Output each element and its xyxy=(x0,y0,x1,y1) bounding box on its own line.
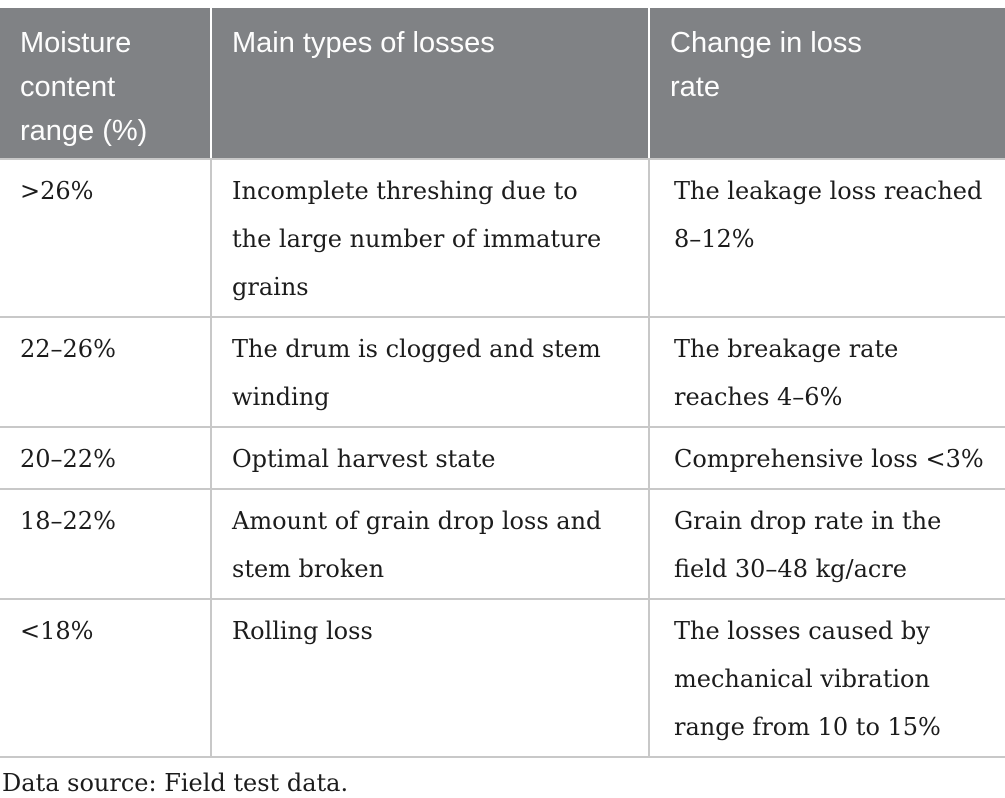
col-header-change-loss-rate: Change in loss rate xyxy=(648,8,1005,158)
cell-loss-type: Incomplete threshing due to the large nu… xyxy=(210,158,648,316)
table-row: 20–22% Optimal harvest state Comprehensi… xyxy=(0,426,1005,488)
cell-loss-type: Rolling loss xyxy=(210,598,648,758)
col-header-moisture-range: Moisture content range (%) xyxy=(0,8,210,158)
cell-loss-type: Amount of grain drop loss and stem broke… xyxy=(210,488,648,598)
cell-change-loss-rate: The leakage loss reached 8–12% xyxy=(648,158,1005,316)
cell-loss-type: Optimal harvest state xyxy=(210,426,648,488)
table-row: 18–22% Amount of grain drop loss and ste… xyxy=(0,488,1005,598)
cell-moisture-range: 22–26% xyxy=(0,316,210,426)
cell-moisture-range: 18–22% xyxy=(0,488,210,598)
moisture-losses-table: Moisture content range (%) Main types of… xyxy=(0,8,1005,758)
col-header-loss-types: Main types of losses xyxy=(210,8,648,158)
cell-moisture-range: 20–22% xyxy=(0,426,210,488)
cell-change-loss-rate: The losses caused by mechanical vibratio… xyxy=(648,598,1005,758)
data-source-note: Data source: Field test data. xyxy=(2,769,349,797)
table-row: <18% Rolling loss The losses caused by m… xyxy=(0,598,1005,758)
table-row: 22–26% The drum is clogged and stem wind… xyxy=(0,316,1005,426)
cell-change-loss-rate: The breakage rate reaches 4–6% xyxy=(648,316,1005,426)
cell-loss-type: The drum is clogged and stem winding xyxy=(210,316,648,426)
cell-moisture-range: <18% xyxy=(0,598,210,758)
cell-change-loss-rate: Comprehensive loss <3% xyxy=(648,426,1005,488)
cell-moisture-range: >26% xyxy=(0,158,210,316)
cell-change-loss-rate: Grain drop rate in the field 30–48 kg/ac… xyxy=(648,488,1005,598)
table-row: >26% Incomplete threshing due to the lar… xyxy=(0,158,1005,316)
table-header-row: Moisture content range (%) Main types of… xyxy=(0,8,1005,158)
